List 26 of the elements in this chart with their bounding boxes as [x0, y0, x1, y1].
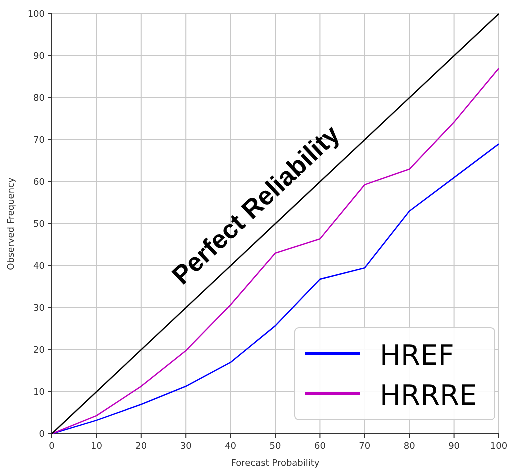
- x-tick-label: 90: [448, 442, 460, 452]
- y-tick-label: 10: [34, 388, 46, 398]
- x-tick-label: 60: [314, 442, 326, 452]
- y-tick-label: 20: [34, 346, 46, 356]
- y-tick-label: 80: [34, 94, 46, 104]
- y-tick-label: 40: [34, 262, 46, 272]
- x-axis-title: Forecast Probability: [231, 459, 320, 469]
- legend-label: HREF: [380, 339, 454, 372]
- x-tick-label: 30: [180, 442, 192, 452]
- y-tick-label: 50: [34, 220, 46, 230]
- y-tick-label: 30: [34, 304, 46, 314]
- y-tick-label: 0: [39, 430, 46, 440]
- x-tick-label: 80: [404, 442, 416, 452]
- y-tick-label: 90: [34, 52, 46, 62]
- y-axis-title: Observed Frequency: [7, 177, 17, 270]
- x-tick-label: 50: [270, 442, 282, 452]
- legend-label: HRRRE: [380, 379, 478, 412]
- y-tick-label: 60: [34, 178, 46, 188]
- x-tick-label: 20: [136, 442, 148, 452]
- x-tick-label: 70: [359, 442, 371, 452]
- y-tick-label: 70: [34, 136, 46, 146]
- y-tick-label: 100: [28, 10, 46, 20]
- x-tick-label: 100: [490, 442, 508, 452]
- x-tick-label: 0: [49, 442, 56, 452]
- x-tick-label: 10: [90, 442, 103, 452]
- x-tick-label: 40: [225, 442, 237, 452]
